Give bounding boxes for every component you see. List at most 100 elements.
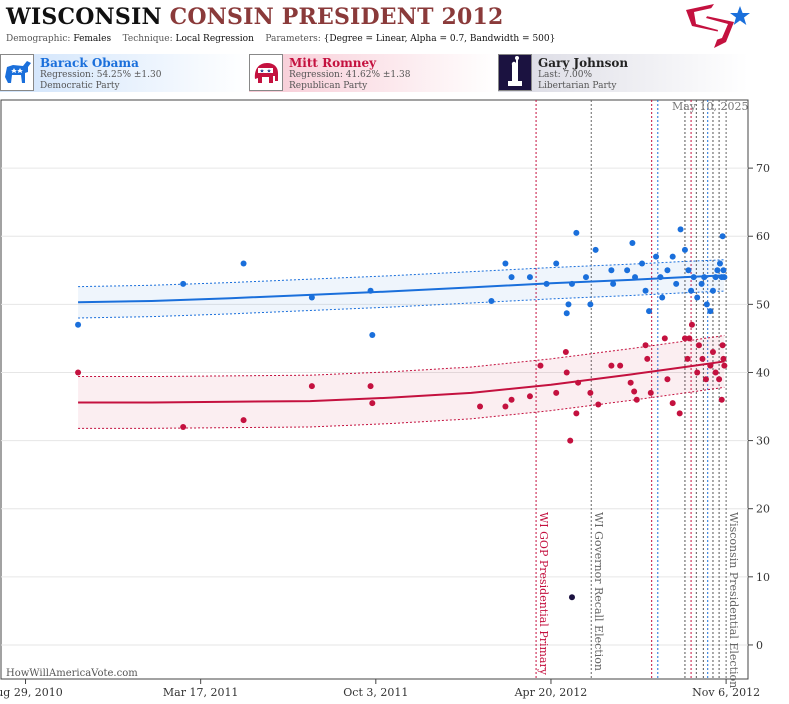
- data-point: [617, 362, 624, 369]
- data-point: [703, 301, 710, 308]
- data-point: [553, 260, 560, 267]
- data-point: [75, 321, 82, 328]
- data-point: [562, 349, 569, 356]
- data-point: [707, 362, 714, 369]
- chart-title: WISCONSIN CONSIN PRESIDENT 2012: [6, 4, 504, 30]
- data-point: [661, 335, 668, 342]
- data-point: [563, 369, 570, 376]
- data-point: [719, 233, 726, 240]
- title-state: WISCONSIN: [6, 4, 162, 30]
- data-point: [677, 226, 684, 233]
- data-point: [502, 260, 509, 267]
- data-point: [719, 342, 726, 349]
- data-point: [659, 294, 666, 301]
- data-point: [308, 294, 315, 301]
- data-point: [695, 342, 702, 349]
- confidence-band: [78, 335, 725, 429]
- data-point: [716, 376, 723, 383]
- data-point: [633, 396, 640, 403]
- data-point: [488, 297, 495, 304]
- x-tick-label: Apr 20, 2012: [514, 686, 588, 699]
- candidate-name-johnson: Gary Johnson: [538, 56, 629, 70]
- title-subtitle: CONSIN PRESIDENT 2012: [169, 4, 504, 30]
- candidate-stat-romney: Regression: 41.62% ±1.38: [289, 70, 411, 80]
- data-point: [629, 240, 636, 247]
- logo-white-stripe: [694, 8, 728, 40]
- event-label: WI Governor Recall Election: [592, 512, 605, 671]
- data-point: [714, 267, 721, 274]
- candidate-stat-johnson: Last: 7.00%: [538, 70, 593, 80]
- demographic-label: Demographic:: [6, 34, 71, 44]
- plot-frame: [0, 99, 749, 680]
- data-point: [644, 355, 651, 362]
- data-point: [698, 280, 705, 287]
- data-point: [709, 349, 716, 356]
- trend-line: [78, 360, 725, 404]
- data-point: [543, 280, 550, 287]
- data-point: [646, 308, 653, 315]
- data-point: [526, 274, 533, 281]
- data-point: [702, 376, 709, 383]
- confidence-band: [78, 259, 725, 318]
- event-label: WI GOP Presidential Primary: [537, 512, 550, 676]
- data-point: [587, 301, 594, 308]
- candidate-name-obama: Barack Obama: [40, 56, 139, 70]
- data-point: [369, 400, 376, 407]
- data-point: [627, 379, 634, 386]
- data-point: [508, 274, 515, 281]
- data-point: [721, 274, 728, 281]
- data-point: [639, 260, 646, 267]
- data-point: [537, 362, 544, 369]
- parameters-label: Parameters:: [265, 34, 321, 44]
- site-logo[interactable]: [684, 2, 752, 50]
- data-point: [367, 287, 374, 294]
- data-point: [720, 355, 727, 362]
- y-tick-label: 0: [756, 639, 763, 652]
- data-point: [653, 253, 660, 260]
- data-point: [610, 280, 617, 287]
- data-point: [308, 383, 315, 390]
- elephant-icon: [249, 54, 283, 91]
- data-point: [669, 400, 676, 407]
- candidate-card-romney[interactable]: Mitt Romney Regression: 41.62% ±1.38 Rep…: [249, 54, 497, 92]
- donkey-icon: [0, 54, 34, 91]
- data-point: [676, 410, 683, 417]
- data-point: [647, 389, 654, 396]
- data-point: [688, 321, 695, 328]
- data-point: [664, 376, 671, 383]
- y-tick-label: 30: [756, 435, 770, 448]
- data-point: [709, 287, 716, 294]
- candidate-party-obama: Democratic Party: [40, 81, 120, 91]
- data-point: [526, 393, 533, 400]
- data-point: [240, 260, 247, 267]
- data-point: [716, 260, 723, 267]
- data-point: [573, 410, 580, 417]
- data-point: [718, 396, 725, 403]
- data-point: [568, 594, 575, 601]
- poll-chart: 0 10 20 30 40 50 60 70 Aug 29, 2010 Mar 17, 2011 O…: [0, 99, 770, 699]
- candidate-card-obama[interactable]: Barack Obama Regression: 54.25% ±1.30 De…: [0, 54, 248, 92]
- y-tick-label: 70: [756, 162, 770, 175]
- data-point: [240, 417, 247, 424]
- data-point: [573, 229, 580, 236]
- data-point: [642, 342, 649, 349]
- y-tick-label: 20: [756, 503, 770, 516]
- site-credit[interactable]: HowWillAmericaVote.com: [6, 668, 138, 679]
- date-stamp: May 10, 2025: [672, 100, 749, 113]
- candidate-card-johnson[interactable]: Gary Johnson Last: 7.00% Libertarian Par…: [498, 54, 748, 92]
- candidate-party-romney: Republican Party: [289, 81, 368, 91]
- data-point: [701, 274, 708, 281]
- data-point: [712, 369, 719, 376]
- confidence-lower: [78, 290, 725, 319]
- liberty-statue-icon: [498, 54, 532, 91]
- y-tick-label: 10: [756, 571, 770, 584]
- data-point: [180, 280, 187, 287]
- data-point: [684, 355, 691, 362]
- data-point: [690, 274, 697, 281]
- data-point: [721, 362, 728, 369]
- data-point: [608, 362, 615, 369]
- confidence-upper: [78, 259, 725, 288]
- data-point: [642, 287, 649, 294]
- technique-value: Local Regression: [175, 34, 254, 44]
- data-point: [75, 369, 82, 376]
